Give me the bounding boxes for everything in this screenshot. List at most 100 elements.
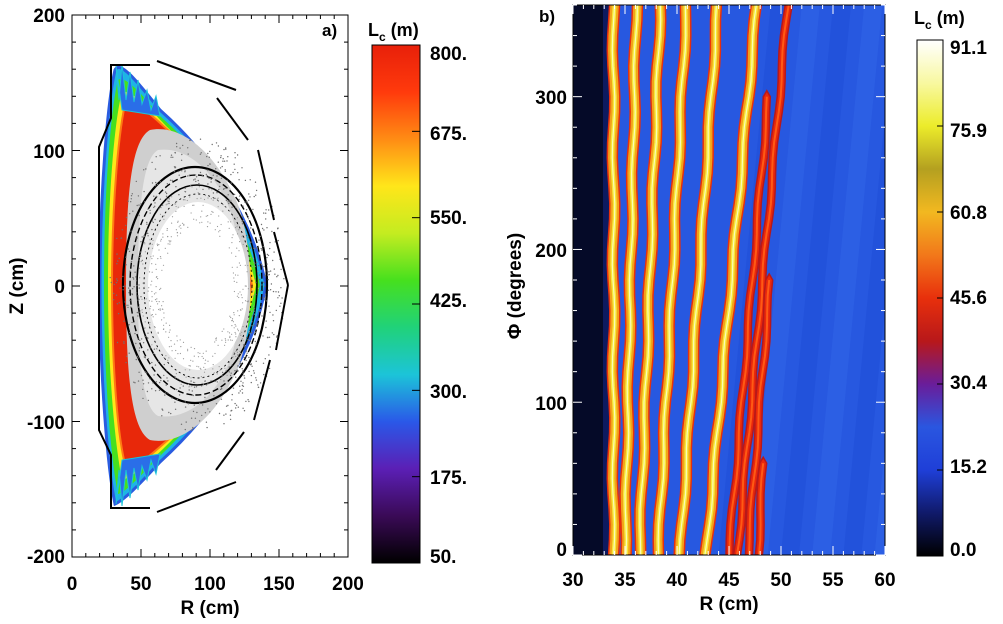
speckle bbox=[198, 420, 201, 422]
speckle bbox=[215, 168, 217, 170]
speckle bbox=[189, 139, 191, 142]
speckle bbox=[258, 274, 261, 276]
speckle bbox=[272, 314, 274, 316]
speckle bbox=[231, 364, 233, 367]
speckle bbox=[176, 335, 178, 337]
speckle bbox=[267, 279, 269, 281]
speckle bbox=[129, 300, 131, 302]
speckle bbox=[133, 286, 135, 288]
speckle bbox=[227, 404, 229, 407]
speckle bbox=[200, 368, 202, 370]
speckle bbox=[171, 216, 174, 218]
speckle bbox=[209, 411, 211, 413]
speckle bbox=[138, 214, 140, 217]
speckle bbox=[236, 295, 238, 297]
speckle bbox=[246, 214, 248, 217]
speckle bbox=[243, 375, 245, 377]
speckle bbox=[141, 298, 143, 300]
speckle bbox=[205, 350, 207, 352]
speckle bbox=[201, 414, 203, 417]
speckle bbox=[202, 204, 204, 206]
speckle bbox=[190, 377, 192, 379]
speckle bbox=[246, 271, 248, 273]
speckle bbox=[265, 212, 267, 214]
speckle bbox=[277, 291, 280, 293]
colorbar-b-tick-label: 91.1 bbox=[950, 38, 987, 59]
speckle bbox=[265, 320, 267, 322]
speckle bbox=[159, 256, 162, 258]
speckle bbox=[245, 350, 247, 352]
speckle bbox=[178, 226, 180, 228]
speckle bbox=[154, 354, 157, 356]
colorbar-a: Lc (m) 800. 675. 550. 425. 300. 175. 50. bbox=[368, 20, 467, 568]
speckle bbox=[252, 295, 254, 297]
speckle bbox=[173, 375, 176, 378]
speckle bbox=[193, 348, 196, 350]
speckle bbox=[203, 371, 206, 373]
speckle bbox=[229, 374, 232, 377]
speckle bbox=[225, 370, 227, 372]
speckle bbox=[272, 320, 275, 322]
speckle bbox=[148, 271, 151, 273]
speckle bbox=[201, 404, 204, 406]
speckle bbox=[192, 360, 194, 362]
speckle bbox=[234, 402, 236, 405]
speckle bbox=[184, 369, 186, 371]
speckle bbox=[199, 222, 201, 224]
speckle bbox=[262, 245, 264, 248]
speckle bbox=[249, 358, 251, 361]
speckle bbox=[145, 298, 147, 300]
speckle bbox=[201, 355, 203, 358]
speckle bbox=[170, 412, 172, 415]
speckle bbox=[147, 399, 150, 402]
speckle bbox=[175, 142, 178, 145]
speckle bbox=[229, 200, 231, 202]
speckle bbox=[131, 321, 133, 324]
colorbar-a-tick-label: 550. bbox=[430, 208, 467, 229]
speckle bbox=[157, 244, 159, 247]
speckle bbox=[246, 300, 248, 303]
speckle bbox=[231, 409, 233, 412]
speckle bbox=[251, 365, 253, 367]
speckle bbox=[223, 148, 225, 151]
speckle bbox=[268, 367, 271, 370]
speckle bbox=[136, 237, 138, 239]
speckle bbox=[249, 340, 252, 342]
speckle bbox=[175, 186, 177, 188]
speckle bbox=[149, 347, 151, 349]
speckle bbox=[181, 222, 184, 224]
speckle bbox=[231, 339, 233, 341]
speckle bbox=[120, 278, 122, 280]
speckle bbox=[239, 385, 241, 387]
speckle bbox=[169, 324, 171, 326]
speckle bbox=[161, 408, 163, 410]
speckle bbox=[170, 345, 172, 347]
speckle bbox=[168, 411, 170, 414]
speckle bbox=[212, 364, 214, 366]
speckle bbox=[189, 385, 191, 387]
speckle bbox=[242, 302, 244, 304]
speckle bbox=[151, 296, 153, 298]
speckle bbox=[236, 154, 239, 156]
speckle bbox=[189, 184, 192, 187]
speckle bbox=[151, 161, 153, 164]
speckle bbox=[165, 331, 167, 333]
speckle bbox=[117, 260, 119, 262]
speckle bbox=[213, 395, 215, 397]
speckle bbox=[231, 252, 233, 254]
speckle bbox=[141, 236, 143, 238]
speckle bbox=[138, 284, 140, 286]
speckle bbox=[228, 202, 230, 205]
speckle bbox=[217, 199, 219, 202]
speckle bbox=[267, 274, 269, 276]
colorbar-a-tick-label: 675. bbox=[430, 124, 467, 145]
speckle bbox=[210, 198, 212, 200]
x-tick-label: 60 bbox=[874, 570, 895, 591]
stripe-core bbox=[657, 5, 687, 555]
speckle bbox=[173, 171, 176, 173]
stripe-core bbox=[728, 96, 768, 555]
shade-band bbox=[874, 444, 885, 555]
speckle bbox=[139, 251, 142, 253]
speckle bbox=[158, 360, 160, 362]
stripe-core bbox=[639, 5, 662, 555]
